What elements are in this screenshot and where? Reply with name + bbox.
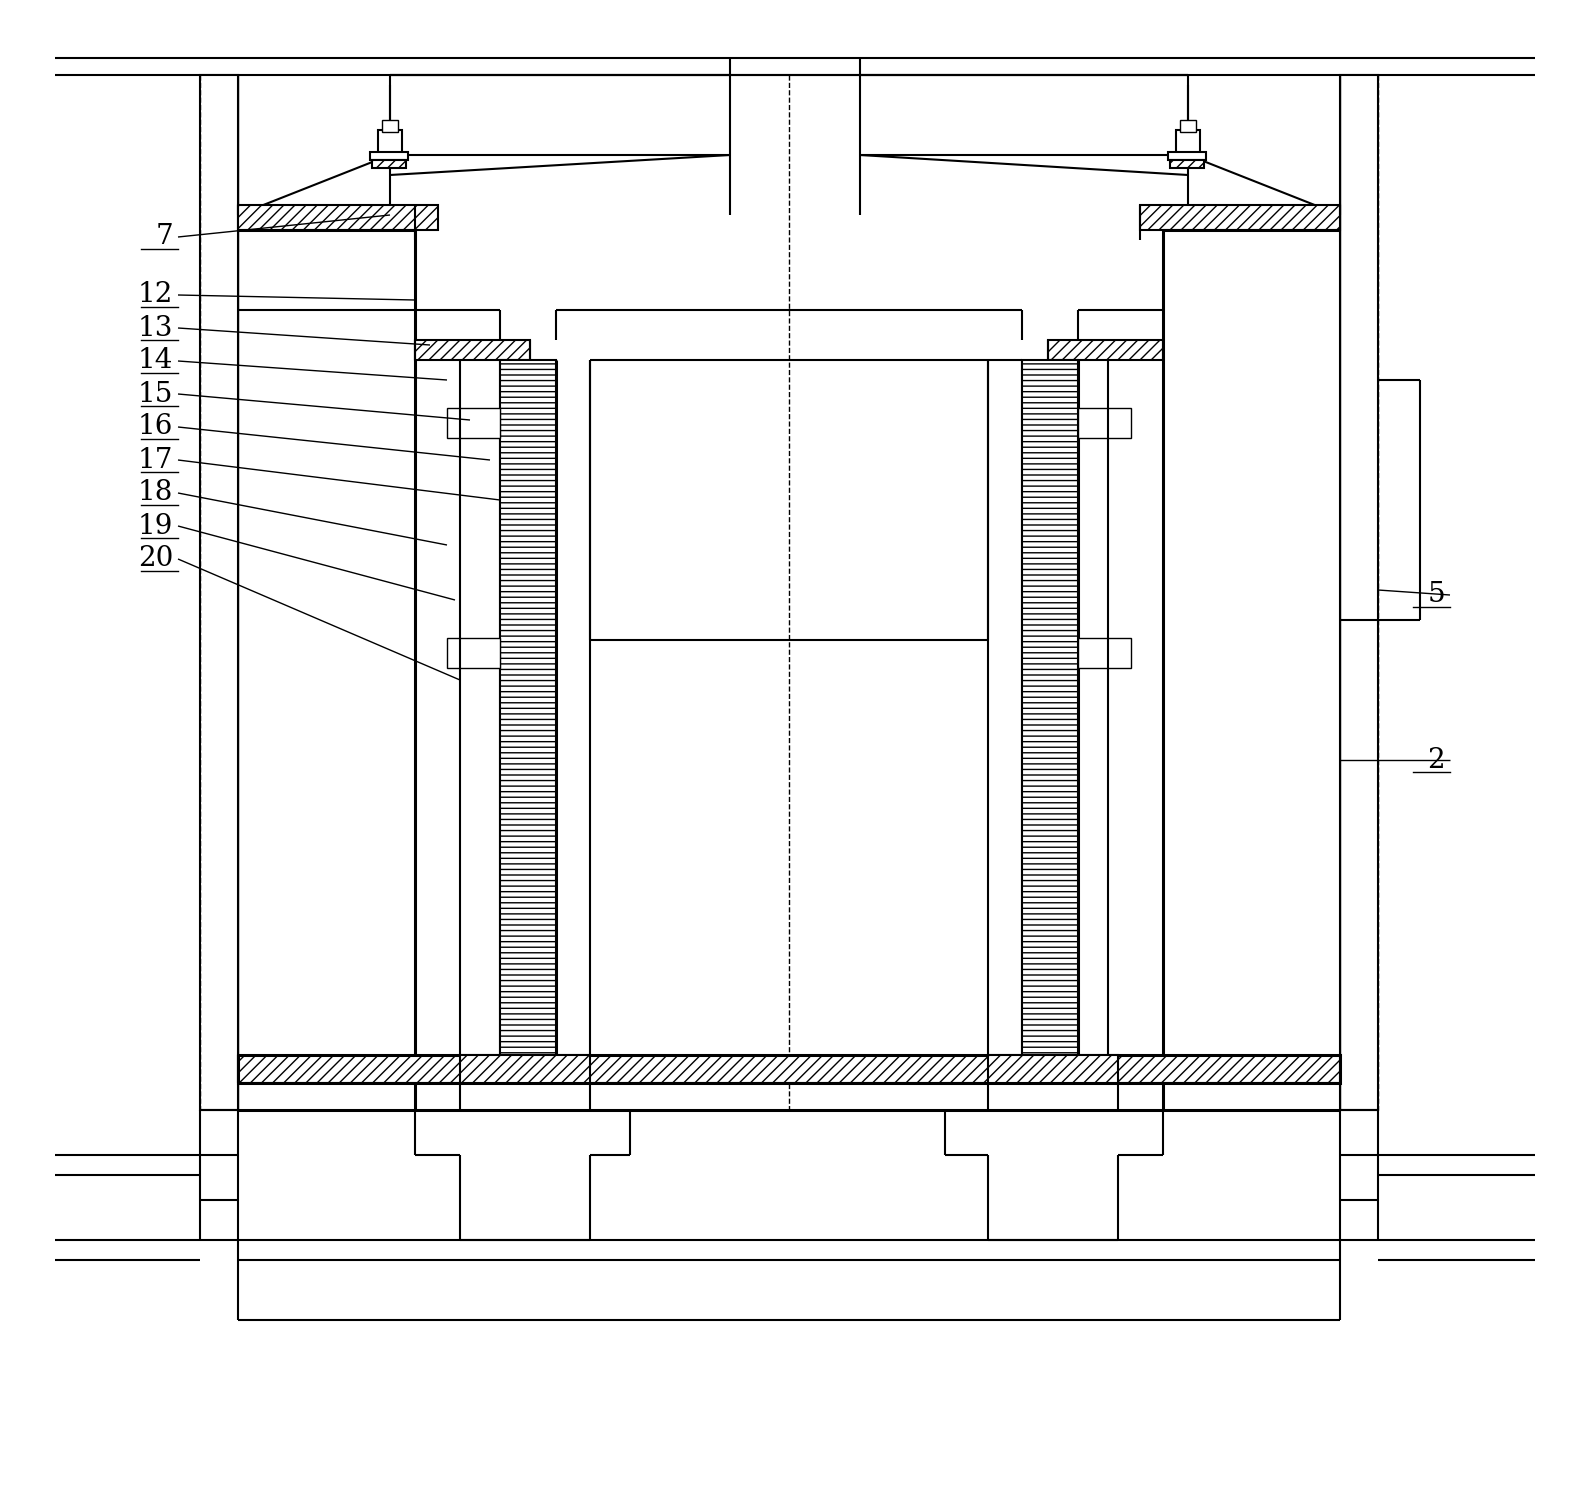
Bar: [1049, 340, 1163, 360]
Text: 7: 7: [156, 224, 173, 251]
Bar: [447, 408, 501, 438]
Bar: [1176, 130, 1200, 156]
Bar: [370, 153, 408, 160]
Bar: [381, 119, 397, 132]
Bar: [200, 76, 238, 1110]
Bar: [1139, 206, 1340, 230]
Bar: [238, 1055, 1340, 1083]
Text: 12: 12: [138, 281, 173, 308]
Bar: [501, 360, 556, 1055]
Text: 13: 13: [138, 314, 173, 342]
Bar: [1022, 360, 1077, 1055]
Bar: [1077, 408, 1131, 438]
Text: 5: 5: [1427, 582, 1444, 608]
Bar: [1170, 160, 1204, 168]
Text: 2: 2: [1427, 747, 1444, 774]
Text: 19: 19: [138, 513, 173, 540]
Text: 14: 14: [138, 348, 173, 375]
Bar: [1077, 638, 1131, 668]
Bar: [1181, 119, 1197, 132]
Bar: [1168, 153, 1206, 160]
Text: 18: 18: [138, 479, 173, 507]
Text: 20: 20: [138, 546, 173, 573]
Bar: [415, 340, 531, 360]
Text: 16: 16: [138, 413, 173, 440]
Bar: [988, 1055, 1119, 1083]
Text: 15: 15: [138, 381, 173, 408]
Text: 17: 17: [138, 446, 173, 473]
Bar: [1340, 76, 1378, 1110]
Bar: [238, 206, 439, 230]
Bar: [459, 1055, 590, 1083]
Bar: [378, 130, 402, 156]
Bar: [372, 160, 407, 168]
Bar: [447, 638, 501, 668]
